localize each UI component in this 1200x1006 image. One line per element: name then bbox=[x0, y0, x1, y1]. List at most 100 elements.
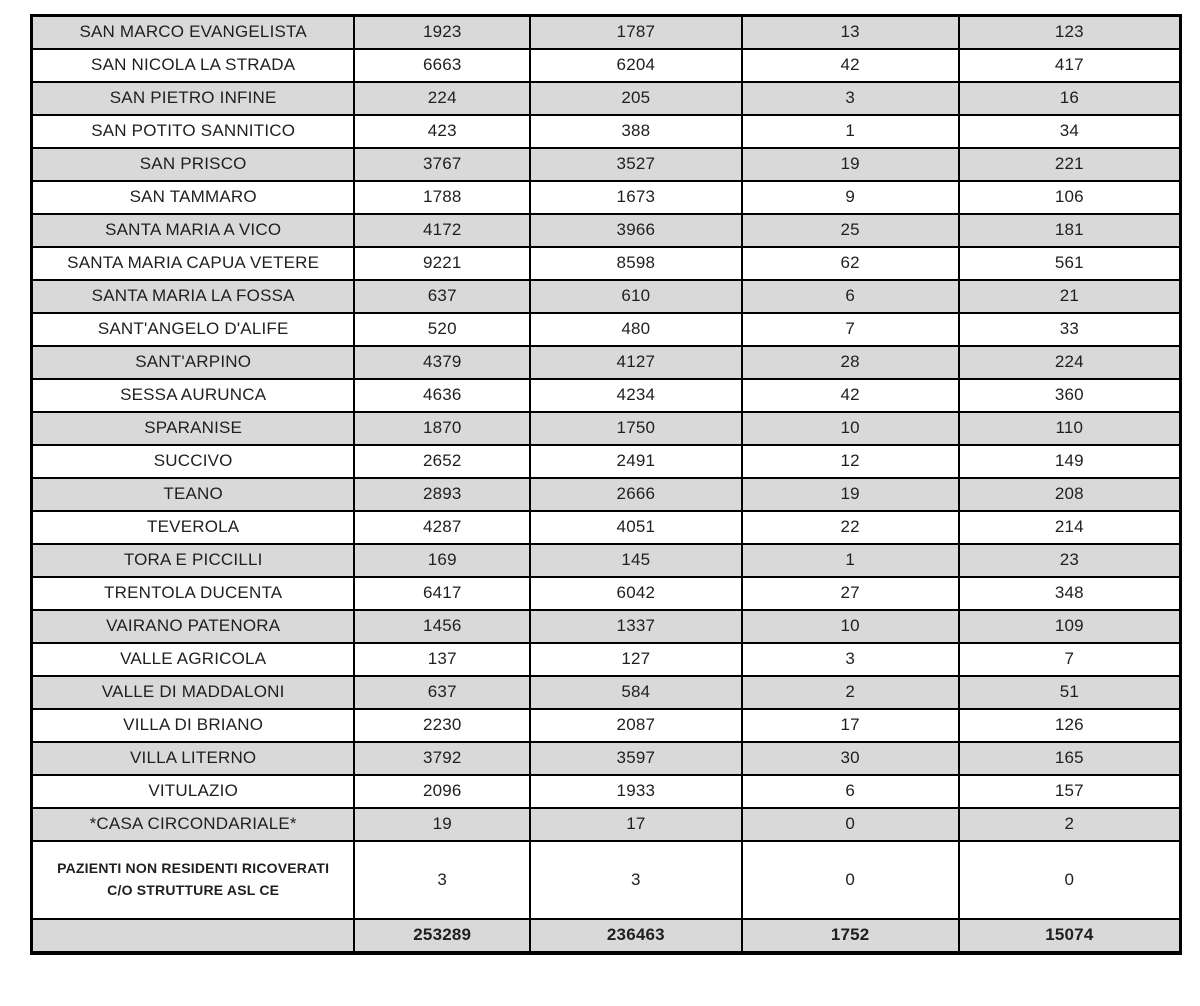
value-cell-1: 1923 bbox=[353, 14, 532, 50]
value-cell-2: 17 bbox=[529, 806, 743, 842]
value-cell-2: 8598 bbox=[529, 245, 743, 281]
table-row: SAN PRISCO 3767 3527 19 221 bbox=[30, 146, 1182, 182]
municipality-name-cell: SESSA AURUNCA bbox=[30, 377, 356, 413]
value-cell-3: 62 bbox=[740, 245, 960, 281]
value-cell-4: 561 bbox=[957, 245, 1182, 281]
municipality-name-cell: TEANO bbox=[30, 476, 356, 512]
value-cell-3: 6 bbox=[740, 278, 960, 314]
table-row: SANT'ARPINO 4379 4127 28 224 bbox=[30, 344, 1182, 380]
value-cell-1: 4636 bbox=[353, 377, 532, 413]
value-cell-3: 9 bbox=[740, 179, 960, 215]
value-cell-2: 3 bbox=[529, 839, 743, 920]
value-cell-1: 6663 bbox=[353, 47, 532, 83]
municipality-name-cell: SAN NICOLA LA STRADA bbox=[30, 47, 356, 83]
value-cell-1: 423 bbox=[353, 113, 532, 149]
value-cell-3: 6 bbox=[740, 773, 960, 809]
value-cell-2: 3966 bbox=[529, 212, 743, 248]
table-row: TORA E PICCILLI 169 145 1 23 bbox=[30, 542, 1182, 578]
value-cell-4: 34 bbox=[957, 113, 1182, 149]
table-row: SAN TAMMARO 1788 1673 9 106 bbox=[30, 179, 1182, 215]
table-row: SAN NICOLA LA STRADA 6663 6204 42 417 bbox=[30, 47, 1182, 83]
value-cell-1: 2096 bbox=[353, 773, 532, 809]
municipality-name-cell: VITULAZIO bbox=[30, 773, 356, 809]
table-row: SAN PIETRO INFINE 224 205 3 16 bbox=[30, 80, 1182, 116]
value-cell-3: 13 bbox=[740, 14, 960, 50]
municipality-name-cell: SPARANISE bbox=[30, 410, 356, 446]
value-cell-4: 417 bbox=[957, 47, 1182, 83]
value-cell-4: 157 bbox=[957, 773, 1182, 809]
value-cell-1: 3 bbox=[353, 839, 532, 920]
value-cell-2: 4234 bbox=[529, 377, 743, 413]
table-row: TRENTOLA DUCENTA 6417 6042 27 348 bbox=[30, 575, 1182, 611]
municipality-name-cell: VILLA LITERNO bbox=[30, 740, 356, 776]
value-cell-3: 12 bbox=[740, 443, 960, 479]
value-cell-4: 23 bbox=[957, 542, 1182, 578]
table-row: SANTA MARIA LA FOSSA 637 610 6 21 bbox=[30, 278, 1182, 314]
value-cell-1: 2652 bbox=[353, 443, 532, 479]
value-cell-1: 224 bbox=[353, 80, 532, 116]
value-cell-4: 149 bbox=[957, 443, 1182, 479]
value-cell-4: 214 bbox=[957, 509, 1182, 545]
value-cell-3: 27 bbox=[740, 575, 960, 611]
value-cell-3: 0 bbox=[740, 839, 960, 920]
value-cell-4: 106 bbox=[957, 179, 1182, 215]
value-cell-2: 2666 bbox=[529, 476, 743, 512]
table-row: PAZIENTI NON RESIDENTI RICOVERATI C/O ST… bbox=[30, 839, 1182, 920]
municipality-name-cell: VAIRANO PATENORA bbox=[30, 608, 356, 644]
value-cell-4: 123 bbox=[957, 14, 1182, 50]
municipality-name-cell: *CASA CIRCONDARIALE* bbox=[30, 806, 356, 842]
value-cell-4: 208 bbox=[957, 476, 1182, 512]
table-row: SANTA MARIA A VICO 4172 3966 25 181 bbox=[30, 212, 1182, 248]
value-cell-1: 9221 bbox=[353, 245, 532, 281]
value-cell-4: 109 bbox=[957, 608, 1182, 644]
value-cell-2: 584 bbox=[529, 674, 743, 710]
table-row: TEANO 2893 2666 19 208 bbox=[30, 476, 1182, 512]
municipality-name-cell: TRENTOLA DUCENTA bbox=[30, 575, 356, 611]
municipality-name-cell: TORA E PICCILLI bbox=[30, 542, 356, 578]
value-cell-3: 25 bbox=[740, 212, 960, 248]
value-cell-2: 1933 bbox=[529, 773, 743, 809]
total-row: 253289 236463 1752 15074 bbox=[30, 917, 1182, 954]
table-row: SUCCIVO 2652 2491 12 149 bbox=[30, 443, 1182, 479]
value-cell-2: 127 bbox=[529, 641, 743, 677]
value-cell-4: 165 bbox=[957, 740, 1182, 776]
table-row: VAIRANO PATENORA 1456 1337 10 109 bbox=[30, 608, 1182, 644]
value-cell-3: 42 bbox=[740, 377, 960, 413]
value-cell-3: 30 bbox=[740, 740, 960, 776]
value-cell-3: 2 bbox=[740, 674, 960, 710]
value-cell-3: 19 bbox=[740, 476, 960, 512]
value-cell-2: 6204 bbox=[529, 47, 743, 83]
total-value-cell-3: 1752 bbox=[740, 917, 960, 954]
municipality-data-table-container: SAN MARCO EVANGELISTA 1923 1787 13 123 SAN NI… bbox=[30, 14, 1182, 955]
value-cell-4: 7 bbox=[957, 641, 1182, 677]
value-cell-1: 4287 bbox=[353, 509, 532, 545]
value-cell-4: 221 bbox=[957, 146, 1182, 182]
value-cell-4: 360 bbox=[957, 377, 1182, 413]
value-cell-2: 2087 bbox=[529, 707, 743, 743]
total-value-cell-1: 253289 bbox=[353, 917, 532, 954]
value-cell-3: 3 bbox=[740, 641, 960, 677]
value-cell-3: 42 bbox=[740, 47, 960, 83]
value-cell-1: 3767 bbox=[353, 146, 532, 182]
table-row: VALLE DI MADDALONI 637 584 2 51 bbox=[30, 674, 1182, 710]
total-label-cell bbox=[30, 917, 356, 954]
table-row: VILLA LITERNO 3792 3597 30 165 bbox=[30, 740, 1182, 776]
value-cell-1: 1788 bbox=[353, 179, 532, 215]
value-cell-1: 6417 bbox=[353, 575, 532, 611]
value-cell-1: 4379 bbox=[353, 344, 532, 380]
value-cell-3: 1 bbox=[740, 113, 960, 149]
value-cell-4: 16 bbox=[957, 80, 1182, 116]
municipality-name-cell: TEVEROLA bbox=[30, 509, 356, 545]
value-cell-1: 1456 bbox=[353, 608, 532, 644]
municipality-name-cell: VILLA DI BRIANO bbox=[30, 707, 356, 743]
table-row: SANT'ANGELO D'ALIFE 520 480 7 33 bbox=[30, 311, 1182, 347]
value-cell-4: 0 bbox=[957, 839, 1182, 920]
value-cell-1: 169 bbox=[353, 542, 532, 578]
value-cell-3: 17 bbox=[740, 707, 960, 743]
value-cell-3: 19 bbox=[740, 146, 960, 182]
total-value-cell-4: 15074 bbox=[957, 917, 1182, 954]
table-row: VILLA DI BRIANO 2230 2087 17 126 bbox=[30, 707, 1182, 743]
value-cell-2: 1337 bbox=[529, 608, 743, 644]
municipality-name-cell: SAN MARCO EVANGELISTA bbox=[30, 14, 356, 50]
table-row: *CASA CIRCONDARIALE* 19 17 0 2 bbox=[30, 806, 1182, 842]
